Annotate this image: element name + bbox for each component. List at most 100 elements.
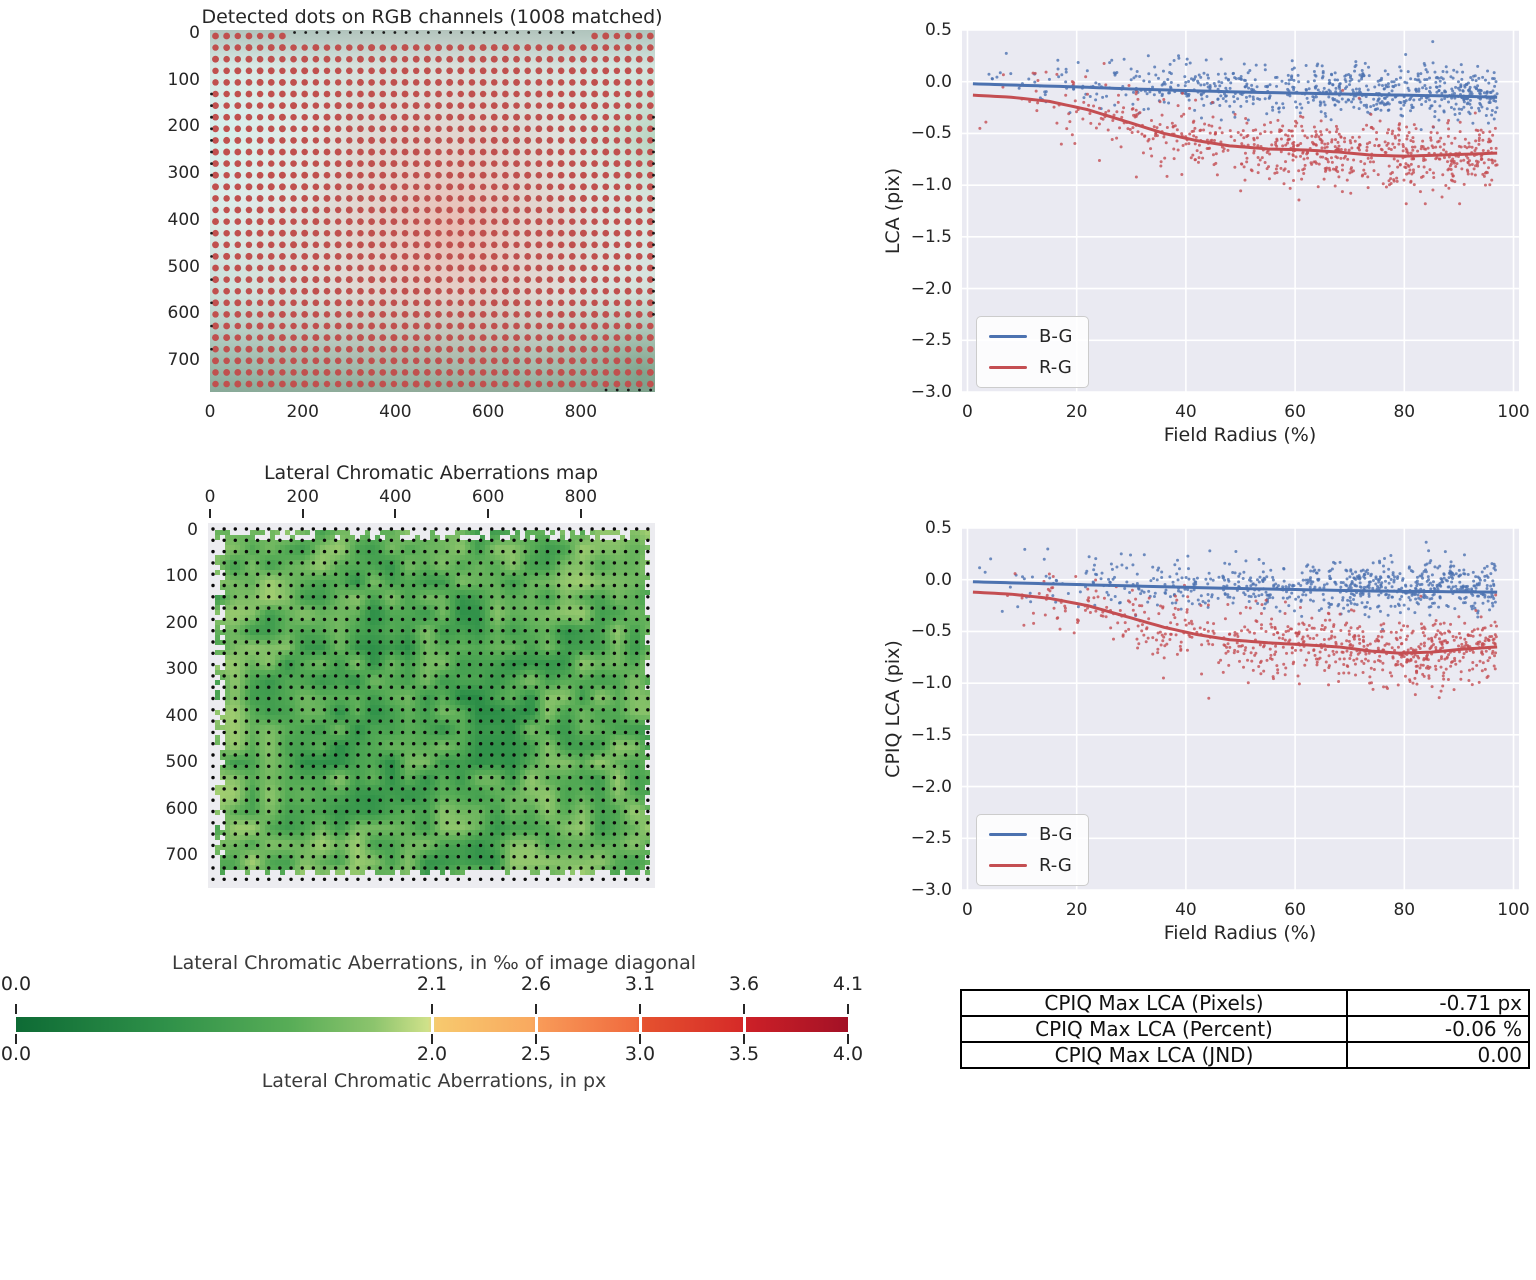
colorbar-tick-mark	[847, 1034, 849, 1044]
tick-label: 0.0	[0, 973, 32, 995]
tick-label: −3.0	[910, 382, 952, 402]
tick-label: 600	[471, 487, 505, 507]
tick-label: 60	[1284, 402, 1306, 422]
tick-label: 0	[962, 402, 973, 422]
axis-tick-mark	[394, 509, 397, 518]
axis-tick-mark	[487, 509, 490, 518]
legend-entry-rg: R-G	[989, 855, 1072, 876]
detected-dots-title: Detected dots on RGB channels (1008 matc…	[201, 6, 663, 28]
tick-label: 2.1	[416, 973, 448, 995]
tick-label: 80	[1393, 900, 1416, 920]
colorbar-top-title: Lateral Chromatic Aberrations, in ‰ of i…	[172, 952, 696, 974]
colorbar-tick-mark	[15, 1004, 17, 1014]
tick-label: 4.1	[832, 973, 864, 995]
table-row: CPIQ Max LCA (JND) 0.00	[960, 1041, 1530, 1069]
lca-y-axis-label: LCA (pix)	[882, 167, 904, 255]
colorbar-tick-mark	[431, 1004, 433, 1014]
tick-label: 0.0	[0, 1043, 32, 1065]
cpiq-y-axis-label: CPIQ LCA (pix)	[882, 640, 904, 778]
tick-label: 0.0	[924, 71, 952, 92]
tick-label: 800	[564, 402, 598, 422]
tick-label: 20	[1065, 402, 1088, 422]
tick-label: 600	[165, 798, 198, 819]
tick-label: −0.5	[910, 621, 952, 642]
tick-label: 700	[165, 845, 198, 865]
colorbar-tick-mark	[743, 1004, 745, 1014]
table-cell-label: CPIQ Max LCA (Percent)	[960, 1015, 1348, 1043]
tick-label: 200	[167, 116, 200, 137]
tick-label: −1.0	[910, 673, 952, 694]
legend-entry-rg: R-G	[989, 357, 1072, 378]
lca-x-axis-label: Field Radius (%)	[1163, 424, 1317, 446]
cpiq-scatter-plot: B-G R-G	[962, 528, 1519, 890]
tick-label: 3.6	[728, 973, 760, 995]
tick-label: 600	[167, 303, 200, 324]
bg-line-swatch	[989, 832, 1027, 837]
colorbar-tick-mark	[847, 1004, 849, 1014]
tick-label: 400	[165, 705, 198, 726]
colorbar-segment-divider	[535, 1017, 538, 1032]
tick-label: 0	[204, 402, 216, 422]
table-cell-value: -0.06 %	[1346, 1015, 1530, 1043]
tick-label: 100	[165, 566, 198, 587]
table-row: CPIQ Max LCA (Pixels) -0.71 px	[960, 989, 1530, 1017]
cpiq-summary-table: CPIQ Max LCA (Pixels) -0.71 px CPIQ Max …	[960, 989, 1530, 1069]
tick-label: 0.5	[924, 20, 952, 40]
tick-label: 200	[286, 487, 319, 507]
axis-tick-mark	[301, 509, 304, 518]
tick-label: −1.0	[910, 175, 952, 196]
rg-line-swatch	[989, 863, 1027, 868]
lca-legend: B-G R-G	[976, 316, 1090, 388]
tick-label: −3.0	[910, 880, 952, 900]
colorbar-segment-divider	[431, 1017, 434, 1032]
lca-map-title: Lateral Chromatic Aberrations map	[263, 462, 599, 484]
bg-legend-label: B-G	[1039, 824, 1073, 845]
axis-tick-mark	[209, 509, 211, 518]
tick-label: −2.0	[910, 776, 952, 797]
tick-label: 300	[167, 163, 200, 184]
bg-legend-label: B-G	[1039, 326, 1073, 347]
table-cell-value: -0.71 px	[1346, 989, 1530, 1017]
detected-dots-image	[210, 30, 655, 392]
tick-label: 700	[167, 349, 200, 370]
colorbar-tick-mark	[639, 1034, 641, 1044]
rg-legend-label: R-G	[1039, 855, 1072, 876]
tick-label: −2.5	[910, 828, 952, 849]
table-cell-value: 0.00	[1346, 1041, 1530, 1069]
tick-label: 2.5	[520, 1043, 552, 1065]
colorbar-segment-divider	[743, 1017, 746, 1032]
colorbar-tick-mark	[639, 1004, 641, 1014]
tick-label: 20	[1065, 900, 1088, 920]
colorbar-tick-mark	[743, 1034, 745, 1044]
tick-label: 100	[167, 69, 200, 90]
lca-map-heatmap	[208, 523, 655, 888]
tick-label: 40	[1175, 402, 1197, 422]
bg-line-swatch	[989, 334, 1027, 339]
tick-label: 2.0	[416, 1043, 448, 1065]
tick-label: 300	[165, 659, 198, 680]
tick-label: 3.0	[624, 1043, 656, 1065]
tick-label: 400	[167, 209, 200, 230]
colorbar-segment-divider	[639, 1017, 642, 1032]
colorbar-tick-mark	[431, 1034, 433, 1044]
tick-label: 0	[187, 520, 198, 540]
tick-label: 200	[165, 612, 198, 633]
legend-entry-bg: B-G	[989, 326, 1072, 347]
tick-label: 60	[1284, 900, 1306, 920]
cpiq-legend: B-G R-G	[976, 814, 1090, 886]
tick-label: 2.6	[520, 973, 552, 995]
tick-label: 0	[189, 23, 200, 43]
tick-label: 400	[379, 402, 412, 422]
tick-label: 80	[1393, 402, 1416, 422]
table-cell-label: CPIQ Max LCA (Pixels)	[960, 989, 1348, 1017]
tick-label: 0.0	[924, 569, 952, 590]
tick-label: 0	[204, 487, 216, 507]
lca-scatter-plot: B-G R-G	[962, 30, 1519, 392]
tick-label: 200	[286, 402, 319, 422]
detected-dots-plot	[210, 30, 655, 392]
tick-label: 4.0	[832, 1043, 864, 1065]
table-row: CPIQ Max LCA (Percent) -0.06 %	[960, 1015, 1530, 1043]
tick-label: 3.5	[728, 1043, 760, 1065]
rg-line-swatch	[989, 365, 1027, 370]
